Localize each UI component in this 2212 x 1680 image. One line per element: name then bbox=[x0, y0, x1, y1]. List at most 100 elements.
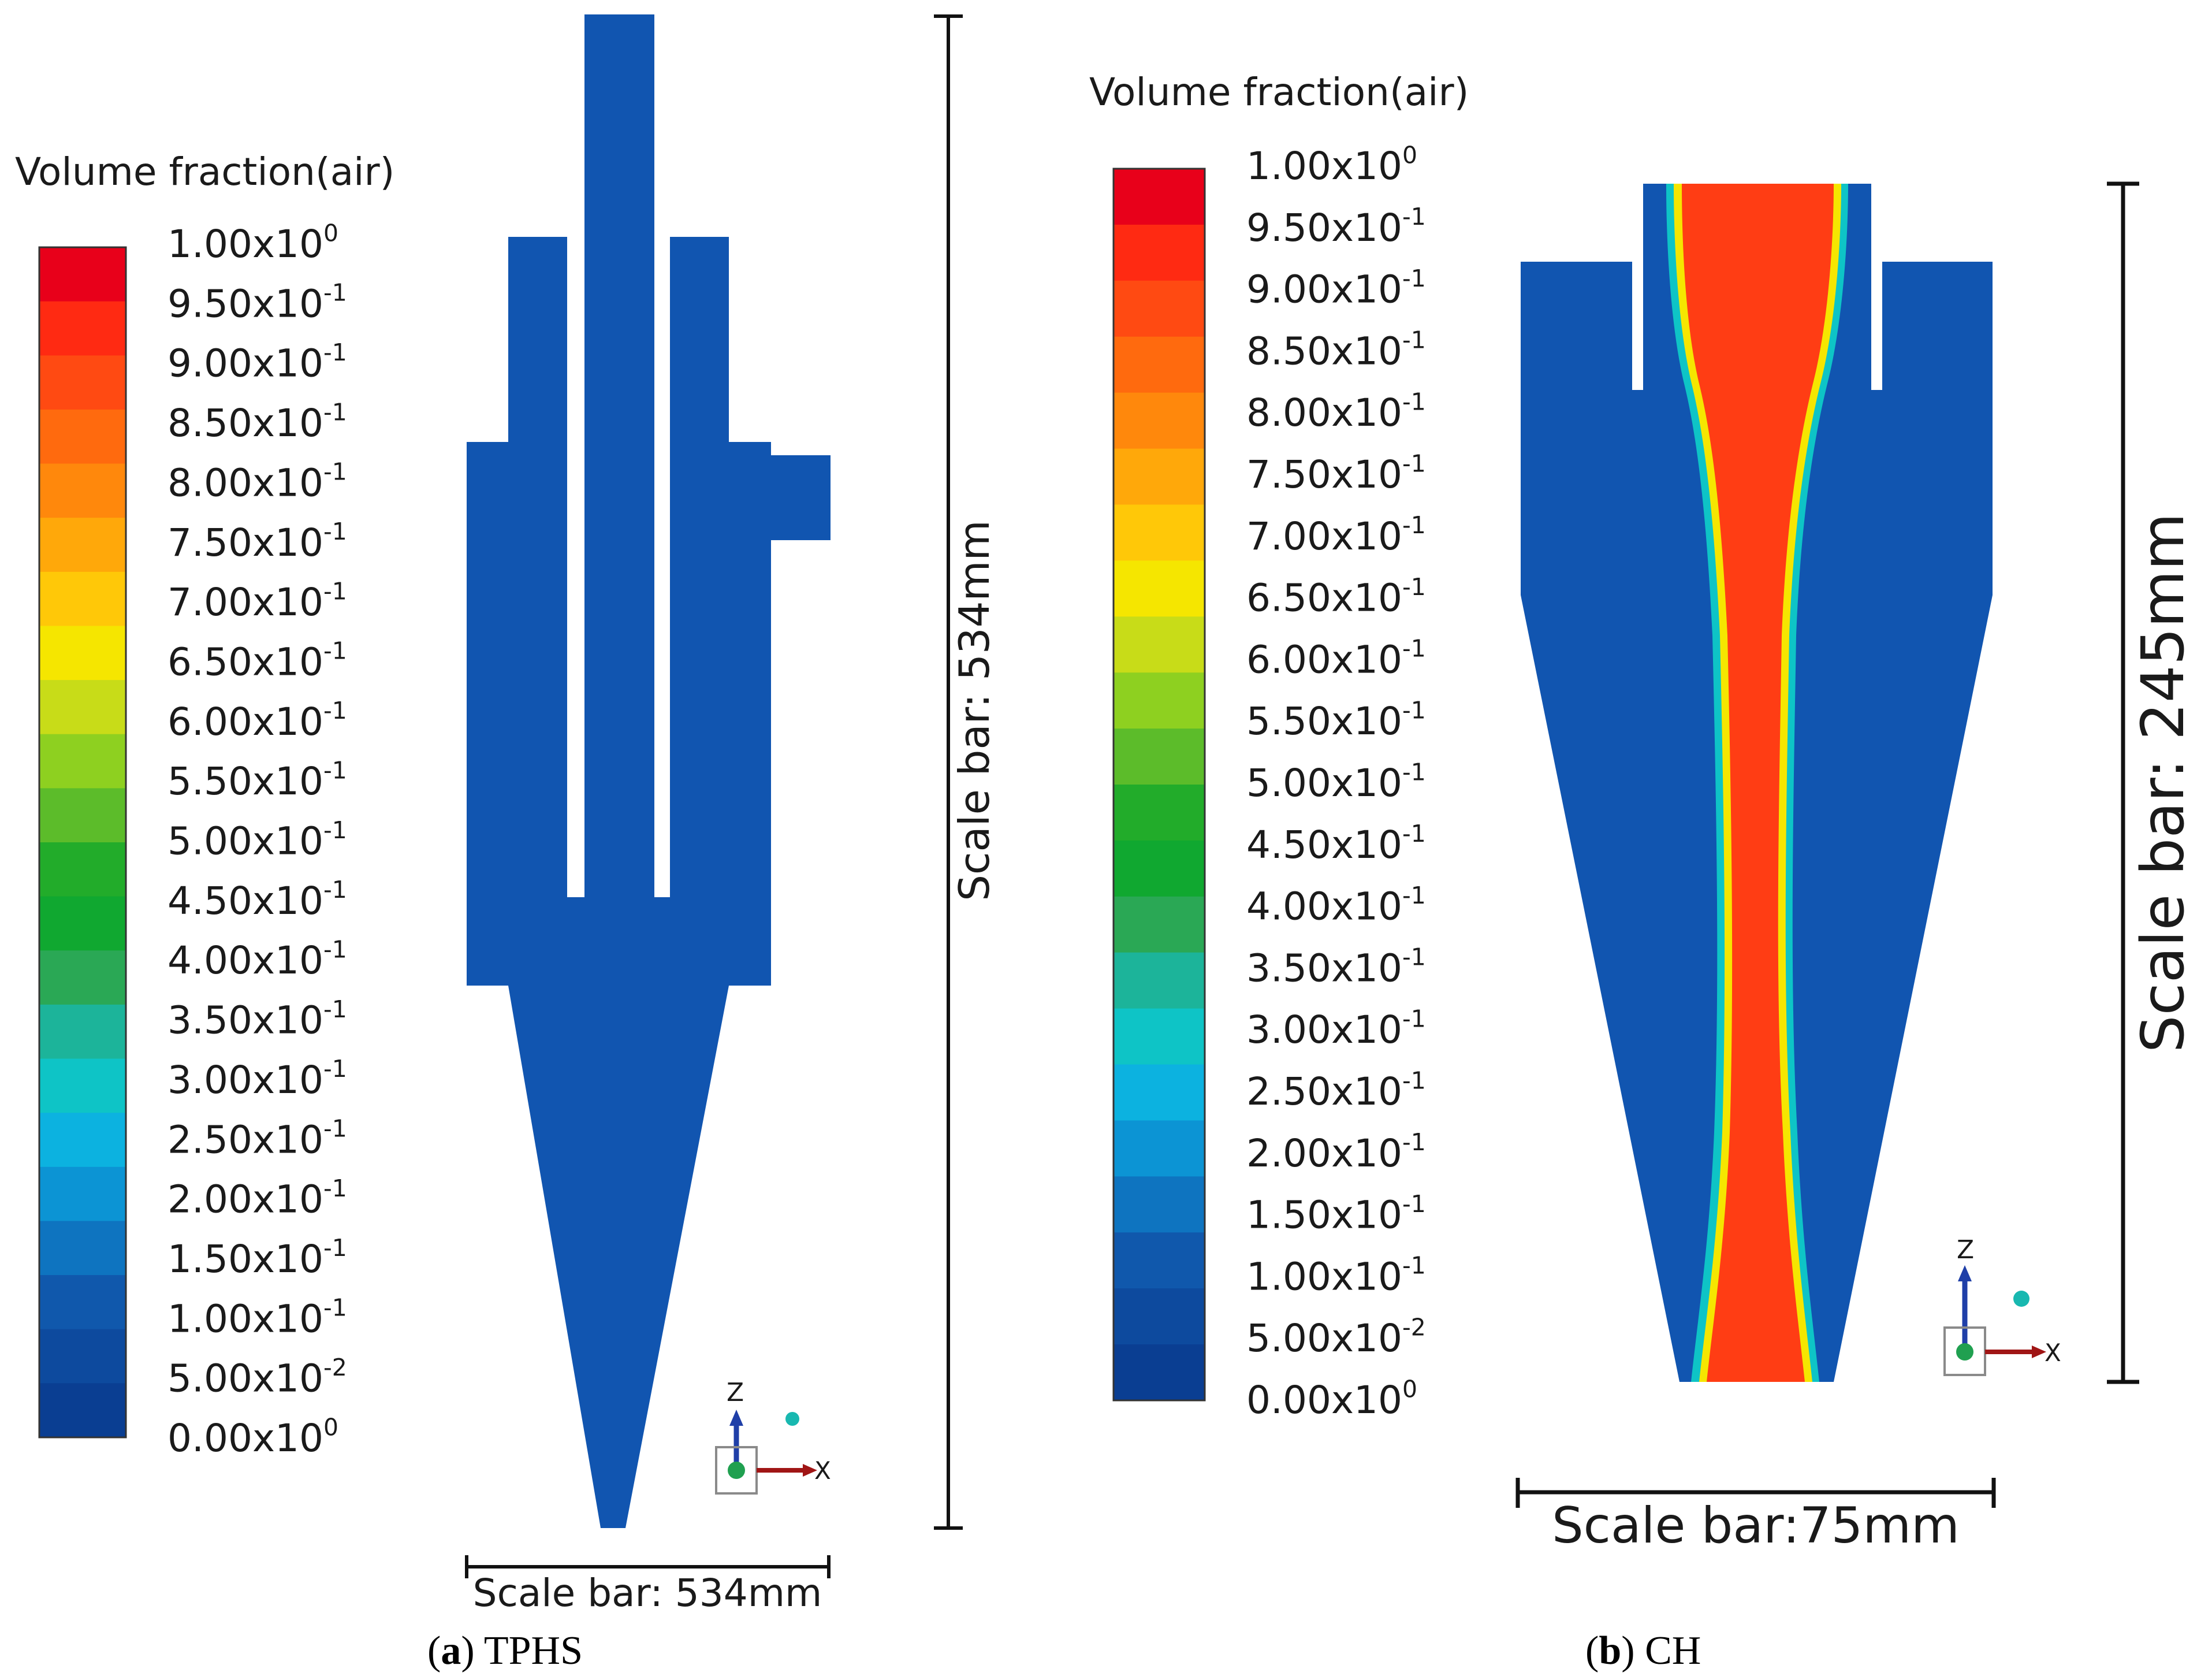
colormap-tick-label-b: 4.00x10-1 bbox=[1246, 882, 1426, 929]
colormap-tick-label-b: 7.50x10-1 bbox=[1246, 449, 1426, 497]
colormap-band-a bbox=[39, 463, 126, 518]
scale-bar-vertical-a bbox=[934, 14, 963, 1530]
tphs-geometry bbox=[467, 14, 831, 1528]
caption-a-text: TPHS bbox=[475, 1629, 583, 1673]
colormap-band-b bbox=[1114, 1008, 1205, 1065]
caption-b: (b) CH bbox=[1585, 1629, 1701, 1673]
colormap-tick-label-b: 2.00x10-1 bbox=[1246, 1128, 1426, 1176]
colormap-band-a bbox=[39, 1166, 126, 1222]
colormap-tick-label-b: 1.00x100 bbox=[1246, 141, 1417, 188]
colormap-band-b bbox=[1114, 616, 1205, 673]
colormap-band-a bbox=[39, 1113, 126, 1168]
colormap-tick-label-a: 8.50x10-1 bbox=[167, 398, 347, 445]
axis-z-label-b: Z bbox=[1957, 1235, 1974, 1265]
colormap-tick-label-a: 1.00x100 bbox=[167, 219, 338, 266]
colormap-band-b bbox=[1114, 560, 1205, 617]
scale-bar-vertical-b bbox=[2107, 181, 2139, 1384]
colormap-tick-label-b: 6.50x10-1 bbox=[1246, 573, 1426, 620]
colormap-tick-label-b: 8.50x10-1 bbox=[1246, 326, 1426, 374]
colormap-band-a bbox=[39, 680, 126, 735]
caption-b-text: CH bbox=[1635, 1629, 1701, 1673]
colormap-band-a bbox=[39, 247, 126, 302]
colormap-band-a bbox=[39, 734, 126, 789]
colormap-tick-label-b: 8.00x10-1 bbox=[1246, 388, 1426, 435]
colormap-tick-label-a: 5.50x10-1 bbox=[167, 756, 347, 804]
caption-b-letter: b bbox=[1599, 1629, 1621, 1673]
colormap-tick-label-b: 1.50x10-1 bbox=[1246, 1190, 1426, 1237]
colormap-tick-label-b: 2.50x10-1 bbox=[1246, 1066, 1426, 1114]
colormap-band-b bbox=[1114, 392, 1205, 449]
axis-x-label-a: X bbox=[814, 1456, 831, 1485]
colormap-legend-a: 1.00x100 9.50x10-1 9.00x10-1 8.50x10-1 8.00x… bbox=[38, 219, 347, 1460]
colormap-band-b bbox=[1114, 169, 1205, 225]
colormap-tick-label-b: 9.00x10-1 bbox=[1246, 265, 1426, 312]
vortex-finder-gap-left bbox=[1632, 184, 1643, 390]
scale-label-vertical-a: Scale bar: 534mm bbox=[950, 520, 999, 901]
colormap-band-b bbox=[1114, 785, 1205, 841]
colormap-tick-label-a: 4.00x10-1 bbox=[167, 935, 347, 983]
colormap-tick-label-a: 5.00x10-1 bbox=[167, 816, 347, 864]
colormap-band-a bbox=[39, 1383, 126, 1438]
colormap-band-b bbox=[1114, 336, 1205, 393]
colormap-tick-label-b: 5.00x10-2 bbox=[1246, 1313, 1426, 1361]
scale-bar-horizontal-a bbox=[465, 1555, 831, 1578]
ch-geometry bbox=[1521, 184, 1993, 1382]
colormap-band-a bbox=[39, 518, 126, 573]
colormap-tick-label-a: 6.00x10-1 bbox=[167, 697, 347, 744]
colormap-tick-label-a: 7.00x10-1 bbox=[167, 577, 347, 625]
colormap-tick-label-a: 1.00x10-1 bbox=[167, 1294, 347, 1341]
colormap-band-a bbox=[39, 1329, 126, 1384]
colormap-band-a bbox=[39, 950, 126, 1005]
colormap-band-a bbox=[39, 896, 126, 951]
colormap-band-b bbox=[1114, 1120, 1205, 1177]
caption-a-letter: a bbox=[441, 1629, 461, 1673]
scale-bar-horizontal-b bbox=[1515, 1478, 1996, 1508]
colormap-tick-label-a: 3.50x10-1 bbox=[167, 995, 347, 1043]
scale-label-horizontal-b: Scale bar:75mm bbox=[1552, 1497, 1960, 1555]
colormap-tick-label-a: 5.00x10-2 bbox=[167, 1354, 347, 1401]
colormap-band-a bbox=[39, 571, 126, 627]
axis-triad-a: Z X bbox=[715, 1378, 831, 1495]
colormap-tick-label-a: 8.00x10-1 bbox=[167, 458, 347, 506]
colormap-tick-label-b: 4.50x10-1 bbox=[1246, 820, 1426, 867]
colormap-band-b bbox=[1114, 896, 1205, 953]
colormap-tick-label-a: 3.00x10-1 bbox=[167, 1055, 347, 1102]
colormap-band-a bbox=[39, 1221, 126, 1276]
colormap-band-a bbox=[39, 409, 126, 464]
colormap-band-b bbox=[1114, 224, 1205, 281]
scale-label-horizontal-a: Scale bar: 534mm bbox=[473, 1571, 822, 1615]
vortex-finder-gap-right bbox=[1871, 184, 1882, 390]
colormap-band-a bbox=[39, 1058, 126, 1113]
colormap-tick-label-b: 0.00x100 bbox=[1246, 1375, 1417, 1422]
colormap-frame-b bbox=[1112, 168, 1206, 1402]
colormap-tick-label-a: 9.00x10-1 bbox=[167, 339, 347, 386]
colormap-tick-label-b: 3.50x10-1 bbox=[1246, 943, 1426, 991]
colormap-tick-label-a: 2.50x10-1 bbox=[167, 1115, 347, 1162]
colormap-band-a bbox=[39, 626, 126, 681]
colormap-tick-label-b: 1.00x10-1 bbox=[1246, 1252, 1426, 1299]
colormap-tick-label-a: 4.50x10-1 bbox=[167, 876, 347, 923]
colormap-band-b bbox=[1114, 1288, 1205, 1345]
colormap-band-b bbox=[1114, 729, 1205, 785]
colormap-tick-label-a: 9.50x10-1 bbox=[167, 279, 347, 326]
colormap-tick-label-a: 7.50x10-1 bbox=[167, 518, 347, 565]
colormap-band-b bbox=[1114, 840, 1205, 897]
colormap-band-b bbox=[1114, 1176, 1205, 1233]
colormap-band-a bbox=[39, 355, 126, 410]
scale-label-vertical-b: Scale bar: 245mm bbox=[2129, 513, 2198, 1053]
colormap-band-b bbox=[1114, 1064, 1205, 1121]
colormap-tick-label-b: 6.00x10-1 bbox=[1246, 635, 1426, 682]
panel-b: Volume fraction(air) 1.00x100 9.50x10-1 9.… bbox=[1089, 70, 2198, 1673]
panel-a: Volume fraction(air) 1.00x100 9.50x10-1 9.… bbox=[15, 14, 999, 1673]
air-core bbox=[1682, 184, 1834, 1382]
legend-title-a: Volume fraction(air) bbox=[15, 150, 394, 194]
caption-a: (a) TPHS bbox=[427, 1629, 583, 1673]
colormap-band-b bbox=[1114, 1344, 1205, 1401]
colormap-tick-label-b: 9.50x10-1 bbox=[1246, 203, 1426, 250]
colormap-band-b bbox=[1114, 448, 1205, 506]
colormap-band-b bbox=[1114, 280, 1205, 337]
colormap-band-b bbox=[1114, 1232, 1205, 1289]
colormap-tick-label-b: 5.50x10-1 bbox=[1246, 696, 1426, 744]
colormap-band-b bbox=[1114, 952, 1205, 1009]
